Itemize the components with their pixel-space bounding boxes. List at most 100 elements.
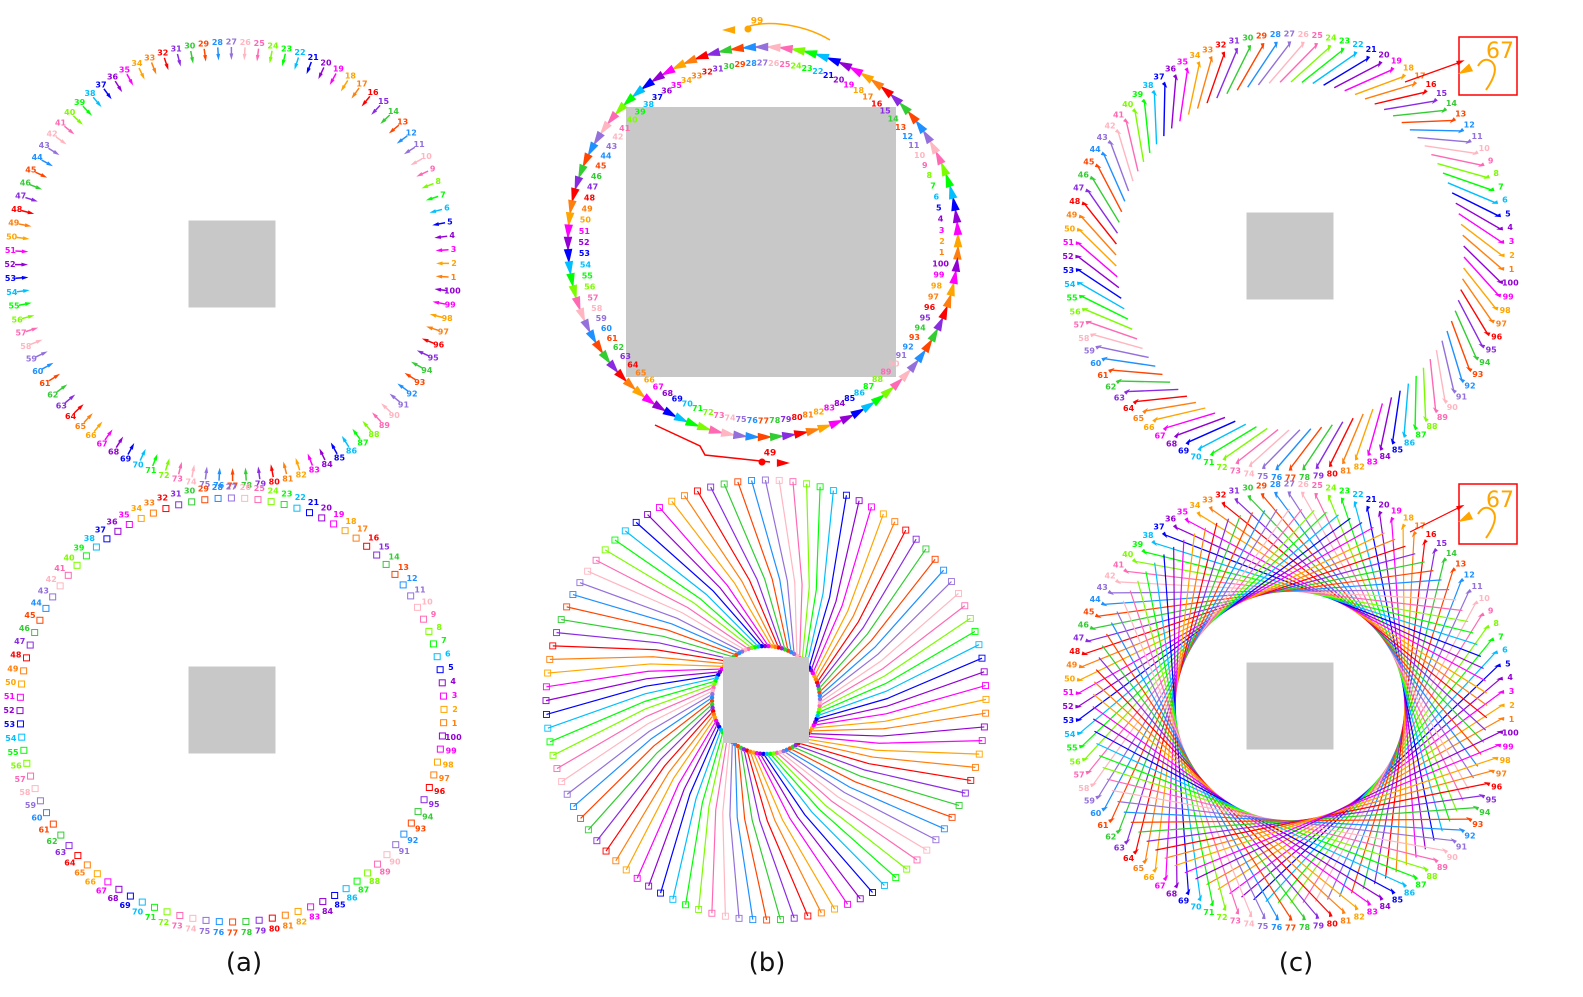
- agent-marker: [734, 478, 742, 486]
- arrow-head: [1378, 60, 1383, 68]
- arrow-head: [1089, 175, 1097, 180]
- arrow-head: [1075, 691, 1083, 696]
- agent-label: 42: [46, 575, 57, 584]
- trajectory: [685, 732, 724, 905]
- arrow-head: [294, 62, 299, 70]
- agent-label: 38: [84, 534, 96, 543]
- agent-marker: [622, 866, 630, 874]
- trajectory: [1458, 213, 1502, 243]
- agent-marker: [64, 571, 72, 579]
- agent-label: 38: [643, 100, 655, 109]
- arrow-head: [434, 235, 442, 239]
- trajectory: [1143, 101, 1151, 154]
- arrow-head: [1161, 81, 1168, 89]
- agent-label: 20: [1378, 500, 1390, 509]
- arrow-head: [1379, 893, 1384, 901]
- arrow-head: [568, 284, 577, 300]
- agent-label: 42: [1104, 572, 1115, 581]
- agent-label: 87: [1415, 431, 1426, 440]
- agent-label: 63: [55, 848, 66, 857]
- agent-marker: [341, 527, 349, 535]
- agent-final: [709, 698, 715, 704]
- panel-a-bottom: 1234567891011121314151617181920212223242…: [3, 483, 462, 938]
- arrow-head: [1221, 51, 1226, 59]
- agent-label: 54: [6, 288, 18, 297]
- arrow-head: [776, 459, 790, 467]
- trajectory: [1216, 50, 1238, 99]
- arrow-head: [1488, 319, 1495, 324]
- agent-label: 23: [801, 64, 812, 73]
- agent-label: 99: [445, 300, 457, 309]
- agent-label: 91: [896, 351, 908, 360]
- agent-final: [774, 750, 780, 756]
- arrow-head: [1450, 838, 1457, 844]
- agent-label: 63: [1114, 393, 1125, 402]
- arrow-head: [753, 42, 769, 52]
- arrow-head: [1367, 449, 1372, 456]
- trajectory: [1104, 357, 1156, 367]
- trajectory: [556, 632, 731, 660]
- agent-label: 69: [120, 901, 132, 910]
- agent-marker: [267, 498, 275, 506]
- agent-marker: [201, 496, 209, 504]
- arrow-head: [141, 448, 146, 456]
- agent-label: 1: [939, 248, 945, 257]
- agent-marker: [633, 874, 641, 882]
- agent-label: 43: [39, 141, 50, 150]
- agent-label: 64: [627, 360, 639, 369]
- agent-label: 16: [368, 533, 380, 542]
- trajectory: [1424, 145, 1476, 155]
- arrow-head: [1478, 794, 1486, 799]
- agent-label: 52: [3, 706, 14, 715]
- agent-marker: [891, 518, 899, 526]
- arrow-head: [1085, 188, 1092, 193]
- trajectory: [579, 582, 743, 653]
- agent-label: 21: [1366, 495, 1378, 504]
- agent-marker: [352, 534, 360, 542]
- trajectory: [683, 495, 776, 648]
- trajectory: [789, 747, 953, 818]
- agent-marker: [971, 763, 979, 771]
- agent-label: 72: [1216, 463, 1227, 472]
- agent-label: 27: [1284, 480, 1295, 489]
- trajectory: [1092, 333, 1143, 350]
- trajectory: [1460, 289, 1488, 334]
- agent-label: 61: [38, 826, 50, 835]
- agent-label: 95: [920, 313, 932, 322]
- agent-label: 100: [1502, 279, 1519, 288]
- agent-marker: [892, 874, 900, 882]
- arrow-head: [580, 318, 591, 334]
- zoom-trajectory: [1477, 58, 1496, 91]
- trajectory: [815, 521, 896, 680]
- agent-label: 5: [936, 203, 942, 212]
- trajectory: [1333, 63, 1381, 89]
- arrow-head: [574, 175, 584, 191]
- agent-marker: [93, 870, 101, 878]
- arrow-head: [1496, 730, 1504, 735]
- arrow-head: [1123, 568, 1130, 574]
- arrow-head: [1123, 389, 1131, 395]
- agent-label: 47: [15, 191, 26, 200]
- agent-label: 90: [389, 858, 401, 867]
- agent-marker: [955, 801, 963, 809]
- arrow-head: [1412, 873, 1419, 881]
- agent-label: 6: [933, 192, 939, 201]
- agent-label: 13: [1455, 560, 1466, 569]
- agent-marker: [104, 878, 112, 886]
- arrow-head: [1340, 497, 1345, 505]
- trajectory: [795, 744, 966, 794]
- agent-marker: [775, 476, 783, 484]
- agent-label: 44: [600, 152, 612, 161]
- arrow-head: [77, 404, 84, 410]
- agent-marker: [103, 535, 111, 543]
- agent-label: 58: [19, 788, 31, 797]
- agent-marker: [680, 492, 688, 500]
- arrow-head: [372, 412, 378, 419]
- arrow-head: [1411, 530, 1418, 538]
- agent-label: 4: [450, 677, 456, 686]
- agent-marker: [940, 825, 948, 833]
- arrow-head: [1401, 881, 1408, 888]
- trajectory: [1125, 121, 1139, 172]
- agent-marker: [149, 509, 157, 517]
